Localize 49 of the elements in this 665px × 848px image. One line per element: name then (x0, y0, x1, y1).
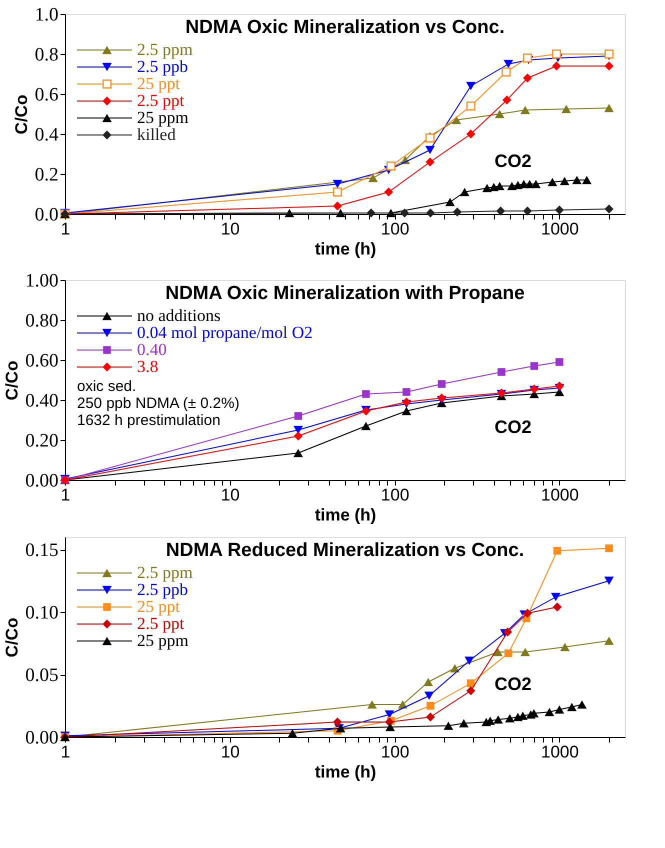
y-tick-label: 0.6 (34, 84, 58, 106)
y-tick-label: 0.20 (25, 430, 58, 452)
y-tick-label: 0.0 (34, 204, 58, 226)
x-tick-label: 1000 (541, 486, 579, 504)
x-tick-label: 10 (220, 486, 240, 504)
x-axis-title: time (h) (314, 762, 376, 782)
x-tick-label: 100 (380, 742, 410, 762)
annotation: oxic sed. (77, 378, 136, 395)
x-axis-title: time (h) (314, 240, 376, 258)
y-tick-label: 1.00 (25, 270, 58, 292)
y-tick-label: 0.15 (25, 540, 58, 561)
legend-label: 2.5 ppm (137, 40, 193, 59)
y-tick-label: 0.10 (25, 602, 58, 624)
y-tick-label: 0.00 (25, 728, 58, 748)
chart-title: NDMA Oxic Mineralization with Propane (165, 283, 525, 304)
legend-label: 0.04 mol propane/mol O2 (137, 323, 313, 342)
legend-label: 0.40 (137, 340, 167, 359)
annotation: 250 ppb NDMA (± 0.2%) (77, 395, 240, 412)
x-tick-label: 10 (220, 220, 240, 238)
x-tick-label: 100 (380, 486, 410, 504)
y-axis-title: C/Co (2, 618, 22, 658)
y-tick-label: 0.00 (25, 470, 58, 492)
annotation: 1632 h prestimulation (77, 412, 220, 429)
annotation: CO2 (494, 674, 532, 694)
legend-label: no additions (137, 306, 221, 325)
y-axis-title: C/Co (2, 360, 22, 400)
y-tick-label: 0.4 (34, 124, 59, 146)
y-tick-label: 0.8 (34, 44, 58, 66)
x-tick-label: 1 (60, 220, 70, 238)
x-axis-title: time (h) (314, 506, 376, 524)
y-tick-label: 0.05 (25, 665, 58, 686)
x-tick-label: 1 (60, 486, 70, 504)
x-tick-label: 10 (220, 742, 240, 762)
chart-title: NDMA Oxic Mineralization vs Conc. (185, 17, 505, 38)
y-tick-label: 0.60 (25, 350, 58, 372)
y-tick-label: 1.0 (34, 4, 58, 26)
x-tick-label: 1000 (541, 220, 579, 238)
y-tick-label: 0.80 (25, 310, 58, 332)
y-tick-label: 0.40 (25, 390, 58, 412)
legend-label: 3.8 (137, 357, 158, 376)
x-tick-label: 1 (60, 742, 70, 762)
annotation: CO2 (494, 151, 532, 171)
chart-title: NDMA Reduced Mineralization vs Conc. (166, 540, 524, 561)
x-tick-label: 100 (380, 220, 410, 238)
y-axis-title: C/Co (12, 94, 31, 134)
annotation: CO2 (494, 417, 532, 437)
y-tick-label: 0.2 (34, 164, 58, 186)
legend-label: 2.5 ppm (137, 563, 193, 582)
x-tick-label: 1000 (541, 742, 579, 762)
